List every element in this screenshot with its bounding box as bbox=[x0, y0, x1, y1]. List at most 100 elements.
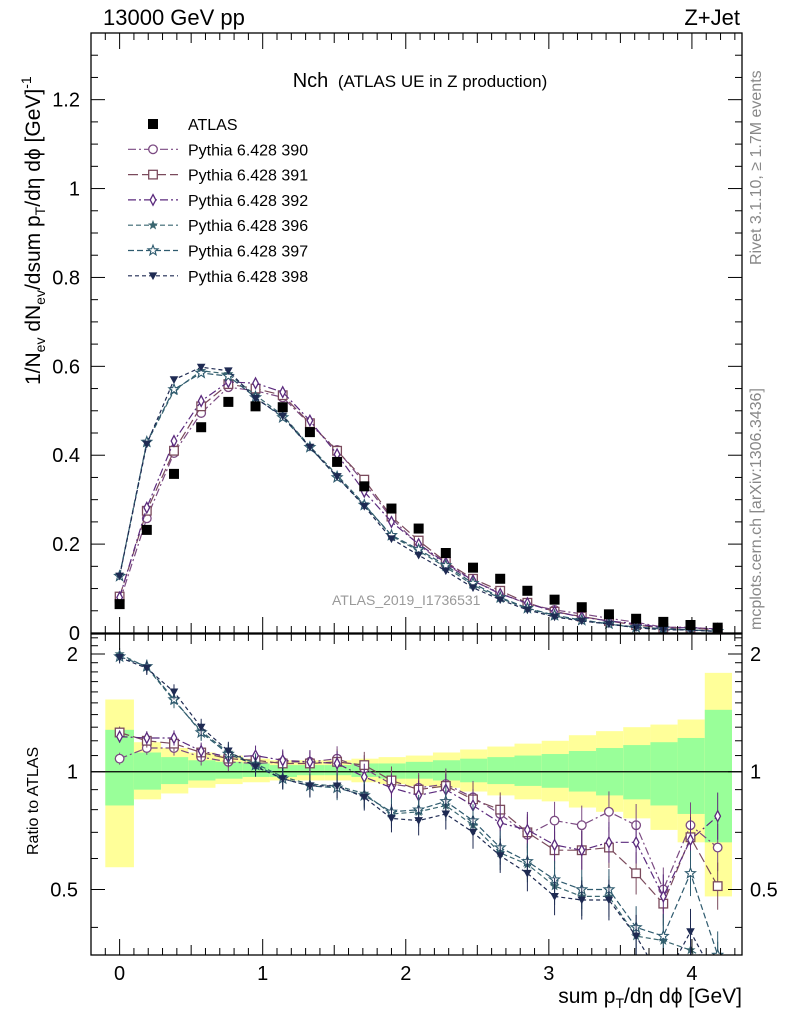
data-point bbox=[576, 602, 587, 613]
series-point bbox=[414, 551, 423, 560]
data-point bbox=[359, 481, 370, 492]
series-point bbox=[116, 729, 124, 744]
series-point bbox=[169, 376, 179, 384]
uncertainty-band-inner bbox=[487, 757, 515, 785]
uncertainty-band-inner bbox=[161, 757, 189, 785]
series-point bbox=[115, 572, 124, 581]
series-ratio bbox=[115, 651, 704, 955]
ratio-y-tick-label-right: 0.5 bbox=[750, 879, 778, 901]
series-point bbox=[631, 868, 642, 879]
series-point bbox=[577, 896, 587, 905]
main-y-axis-label: 1/Nev dNev/dsum pT/dη dϕ [GeV]-1 bbox=[18, 76, 48, 385]
main-plot-title-sub: (ATLAS UE in Z production) bbox=[338, 72, 547, 91]
series-point bbox=[333, 756, 341, 771]
data-point bbox=[277, 402, 288, 413]
series-point bbox=[576, 820, 587, 831]
series-point bbox=[468, 828, 478, 837]
uncertainty-band-inner bbox=[432, 760, 461, 781]
uncertainty-band-inner bbox=[677, 737, 705, 814]
series-main bbox=[114, 396, 723, 633]
uncertainty-band-inner bbox=[460, 758, 488, 783]
data-point bbox=[332, 456, 343, 467]
series-point bbox=[169, 445, 179, 456]
series-point bbox=[712, 842, 723, 853]
series-point bbox=[170, 434, 178, 448]
data-point bbox=[250, 401, 261, 412]
series-point bbox=[387, 535, 396, 544]
y-tick-label: 1.2 bbox=[52, 90, 80, 112]
series-point bbox=[412, 542, 426, 555]
legend-label: Pythia 6.428 391 bbox=[188, 168, 308, 185]
legend-marker bbox=[146, 243, 160, 257]
main-plot-frame bbox=[90, 32, 743, 634]
legend-marker bbox=[148, 169, 158, 180]
series-point bbox=[714, 809, 722, 823]
series-point bbox=[632, 835, 640, 850]
legend-label: Pythia 6.428 397 bbox=[188, 244, 308, 261]
data-point bbox=[549, 594, 560, 605]
main-plot-panel: 0 0.2 0.4 0.6 0.8 1 1.2 Nch (ATLAS UE in Z pro… bbox=[18, 32, 743, 645]
legend-marker bbox=[148, 144, 158, 155]
x-tick-label: 0 bbox=[114, 963, 125, 985]
series-point bbox=[684, 866, 697, 879]
legend-item: Pythia 6.428 397 bbox=[128, 244, 308, 261]
uncertainty-band-inner bbox=[269, 765, 298, 777]
y-tick-label: 0.6 bbox=[52, 356, 80, 378]
x-tick-label: 4 bbox=[686, 963, 697, 985]
series-point bbox=[549, 815, 560, 826]
x-tick-label: 3 bbox=[543, 963, 554, 985]
legend: ATLAS Pythia 6.428 390 Pythia 6.428 391 Pyt… bbox=[128, 117, 308, 286]
series-point bbox=[251, 394, 260, 403]
ratio-y-tick-label-right: 1 bbox=[750, 762, 761, 784]
series-point bbox=[359, 793, 369, 802]
series-point bbox=[551, 838, 559, 852]
series-point bbox=[550, 613, 559, 622]
legend-item: ATLAS bbox=[148, 117, 238, 134]
series-point bbox=[306, 755, 314, 769]
ratio-y-tick-label: 0.5 bbox=[50, 879, 78, 901]
ratio-plot-panel: 0.5 0.5 1 1 2 2 0 1 2 3 4 Ratio to ATLAS sum pT/dη… bbox=[25, 633, 778, 1011]
legend-label: Pythia 6.428 396 bbox=[188, 218, 308, 235]
data-point bbox=[196, 422, 207, 433]
uncertainty-band-inner bbox=[133, 752, 162, 790]
legend-item: Pythia 6.428 392 bbox=[128, 193, 308, 210]
uncertainty-band-inner bbox=[188, 760, 216, 781]
series-point bbox=[496, 816, 504, 830]
data-point bbox=[712, 622, 723, 633]
legend-marker bbox=[148, 219, 158, 230]
series-point bbox=[306, 413, 314, 428]
data-point bbox=[223, 396, 234, 407]
series-point bbox=[252, 376, 260, 390]
legend-marker bbox=[148, 272, 158, 281]
series-point bbox=[332, 782, 342, 791]
data-point bbox=[685, 620, 696, 630]
series-point bbox=[170, 731, 178, 745]
data-point bbox=[522, 585, 533, 596]
legend-label: Pythia 6.428 392 bbox=[188, 193, 308, 210]
series-point bbox=[656, 929, 670, 942]
series-point bbox=[605, 835, 613, 850]
data-point bbox=[440, 548, 451, 558]
series-point bbox=[197, 394, 205, 408]
series-point bbox=[142, 664, 152, 673]
header-process-label: Z+Jet bbox=[684, 5, 740, 30]
uncertainty-band-inner bbox=[704, 709, 732, 843]
series-point bbox=[224, 747, 233, 756]
main-watermark: ATLAS_2019_I1736531 bbox=[332, 592, 481, 608]
series-point bbox=[686, 833, 695, 847]
series-point bbox=[143, 731, 151, 745]
series-point bbox=[441, 567, 451, 576]
main-plot-title-main: Nch bbox=[293, 70, 329, 92]
ratio-y-tick-label: 2 bbox=[67, 644, 78, 666]
data-point bbox=[603, 609, 614, 620]
ratio-y-tick-label: 1 bbox=[67, 762, 78, 784]
series-point bbox=[194, 366, 208, 379]
data-point bbox=[114, 599, 125, 610]
ratio-y-axis-label: Ratio to ATLAS bbox=[25, 747, 42, 855]
series-point bbox=[414, 817, 423, 825]
rivet-version-label: Rivet 3.1.10, ≥ 1.7M events bbox=[748, 70, 765, 265]
y-tick-label: 0 bbox=[69, 623, 80, 645]
series-point bbox=[279, 753, 287, 767]
